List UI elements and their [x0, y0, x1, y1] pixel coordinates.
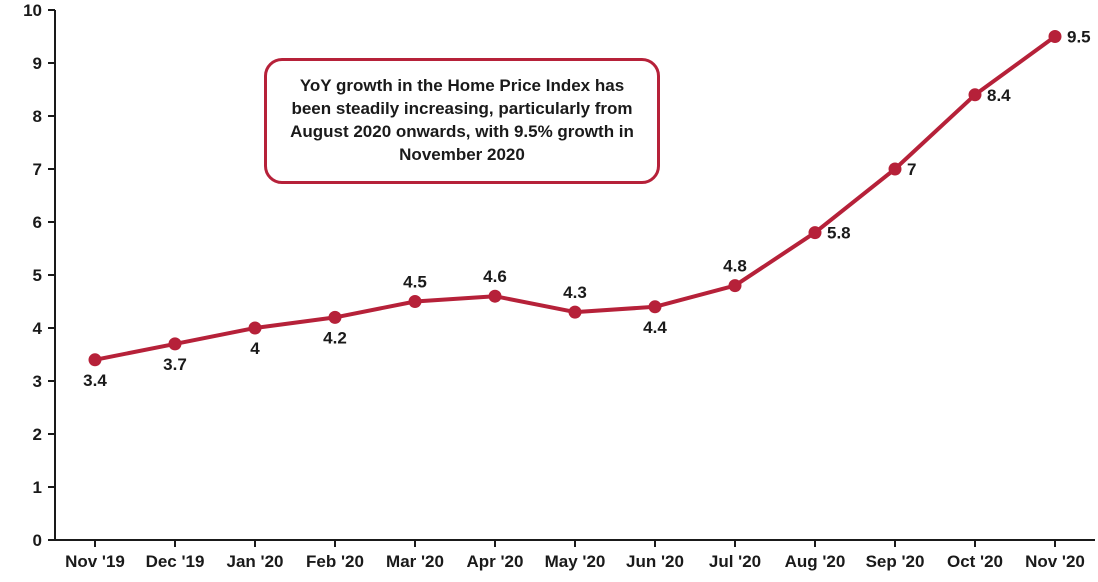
- data-value-label: 9.5: [1067, 28, 1091, 47]
- data-marker: [249, 322, 261, 334]
- y-tick-label: 0: [33, 531, 42, 550]
- x-tick-label: May '20: [545, 552, 606, 571]
- data-value-label: 4.8: [723, 257, 747, 276]
- data-value-label: 4: [250, 339, 260, 358]
- data-marker: [409, 296, 421, 308]
- data-marker: [809, 227, 821, 239]
- x-tick-label: Nov '20: [1025, 552, 1085, 571]
- y-tick-label: 6: [33, 213, 42, 232]
- data-value-label: 4.5: [403, 273, 427, 292]
- x-tick-label: Jan '20: [227, 552, 284, 571]
- y-tick-label: 7: [33, 160, 42, 179]
- data-marker: [649, 301, 661, 313]
- y-tick-label: 1: [33, 478, 42, 497]
- annotation-box: YoY growth in the Home Price Index has b…: [264, 58, 660, 184]
- y-tick-label: 8: [33, 107, 42, 126]
- y-tick-label: 5: [33, 266, 42, 285]
- y-tick-label: 2: [33, 425, 42, 444]
- x-tick-label: Mar '20: [386, 552, 444, 571]
- data-value-label: 4.6: [483, 267, 507, 286]
- data-value-label: 4.4: [643, 318, 667, 337]
- y-tick-label: 10: [23, 1, 42, 20]
- data-value-label: 8.4: [987, 86, 1011, 105]
- y-tick-label: 3: [33, 372, 42, 391]
- x-tick-label: Apr '20: [467, 552, 524, 571]
- data-marker: [969, 89, 981, 101]
- y-tick-label: 9: [33, 54, 42, 73]
- data-value-label: 3.4: [83, 371, 107, 390]
- data-marker: [889, 163, 901, 175]
- line-chart: 0 1 2 3 4 5 6 7 8 9 10 Nov '19 Dec '19 Jan '20 Feb '20…: [0, 0, 1098, 582]
- data-marker: [1049, 31, 1061, 43]
- data-marker: [489, 290, 501, 302]
- data-value-label: 3.7: [163, 355, 187, 374]
- x-tick-label: Jul '20: [709, 552, 761, 571]
- x-tick-label: Feb '20: [306, 552, 364, 571]
- data-marker: [89, 354, 101, 366]
- x-tick-label: Oct '20: [947, 552, 1003, 571]
- x-tick-label: Dec '19: [146, 552, 205, 571]
- data-value-label: 4.3: [563, 283, 587, 302]
- data-marker: [729, 280, 741, 292]
- x-tick-label: Sep '20: [866, 552, 925, 571]
- data-value-label: 5.8: [827, 224, 851, 243]
- data-marker: [169, 338, 181, 350]
- x-tick-label: Aug '20: [785, 552, 846, 571]
- data-marker: [569, 306, 581, 318]
- data-value-label: 4.2: [323, 328, 347, 347]
- x-tick-label: Jun '20: [626, 552, 684, 571]
- data-value-label: 7: [907, 160, 916, 179]
- data-marker: [329, 311, 341, 323]
- y-tick-label: 4: [33, 319, 43, 338]
- x-tick-label: Nov '19: [65, 552, 125, 571]
